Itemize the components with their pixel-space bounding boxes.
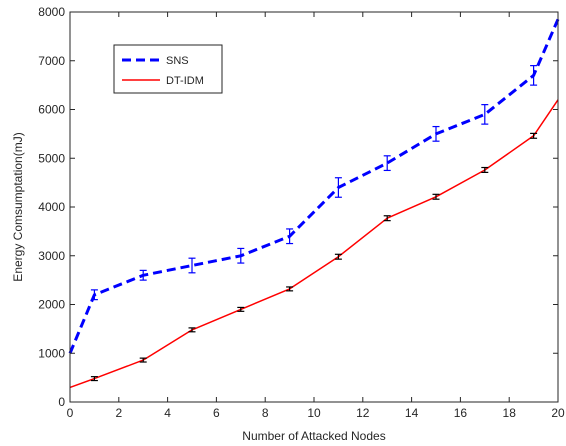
error-bar (334, 253, 342, 260)
error-bar (334, 177, 342, 198)
error-bar (188, 257, 196, 274)
x-tick-label: 18 (503, 406, 517, 420)
y-tick-label: 6000 (38, 103, 65, 117)
y-tick-label: 8000 (38, 5, 65, 19)
x-tick-label: 6 (213, 406, 220, 420)
series-sns (68, 18, 560, 354)
error-bar (481, 166, 489, 173)
series-line (68, 18, 560, 354)
error-bar (90, 376, 98, 382)
x-tick-label: 8 (262, 406, 269, 420)
error-bar (383, 155, 391, 172)
ticks-layer: 0 2 4 6 8 10 12 14 16 18 20 0 1000 2000 3000 4000 5000 60… (38, 5, 565, 420)
x-tick-label: 14 (405, 406, 419, 420)
error-bar (432, 193, 440, 200)
y-tick-label: 4000 (38, 200, 65, 214)
x-tick-label: 0 (67, 406, 74, 420)
error-bar (90, 289, 98, 301)
y-tick-label: 0 (58, 395, 65, 409)
x-tick-label: 4 (164, 406, 171, 420)
y-tick-label: 1000 (38, 346, 65, 360)
error-bar (237, 306, 245, 312)
series-line (69, 99, 559, 389)
error-bar (530, 65, 538, 86)
series-layer (68, 18, 560, 389)
x-tick-label: 20 (551, 406, 565, 420)
y-tick-label: 7000 (38, 54, 65, 68)
series-dt-idm (69, 99, 559, 389)
y-axis-label: Energy Comsumptation(mJ) (11, 132, 25, 281)
error-bar (139, 269, 147, 281)
legend-label: DT-IDM (166, 75, 204, 87)
legend-label: SNS (166, 55, 189, 67)
error-bar (432, 125, 440, 142)
y-tick-label: 5000 (38, 151, 65, 165)
x-tick-label: 16 (454, 406, 468, 420)
error-bar (139, 357, 147, 363)
legend: SNS DT-IDM (113, 44, 223, 94)
error-bar (237, 247, 245, 264)
y-tick-label: 3000 (38, 249, 65, 263)
x-axis-label: Number of Attacked Nodes (242, 429, 385, 443)
error-bar (188, 327, 196, 333)
x-tick-label: 10 (307, 406, 321, 420)
y-tick-label: 2000 (38, 298, 65, 312)
x-tick-label: 12 (356, 406, 370, 420)
error-bar (383, 215, 391, 222)
legend-box (113, 44, 223, 94)
error-bar (530, 132, 538, 139)
x-tick-label: 2 (115, 406, 122, 420)
error-bar (286, 228, 294, 245)
error-bar (481, 104, 489, 125)
error-bar (286, 286, 294, 292)
